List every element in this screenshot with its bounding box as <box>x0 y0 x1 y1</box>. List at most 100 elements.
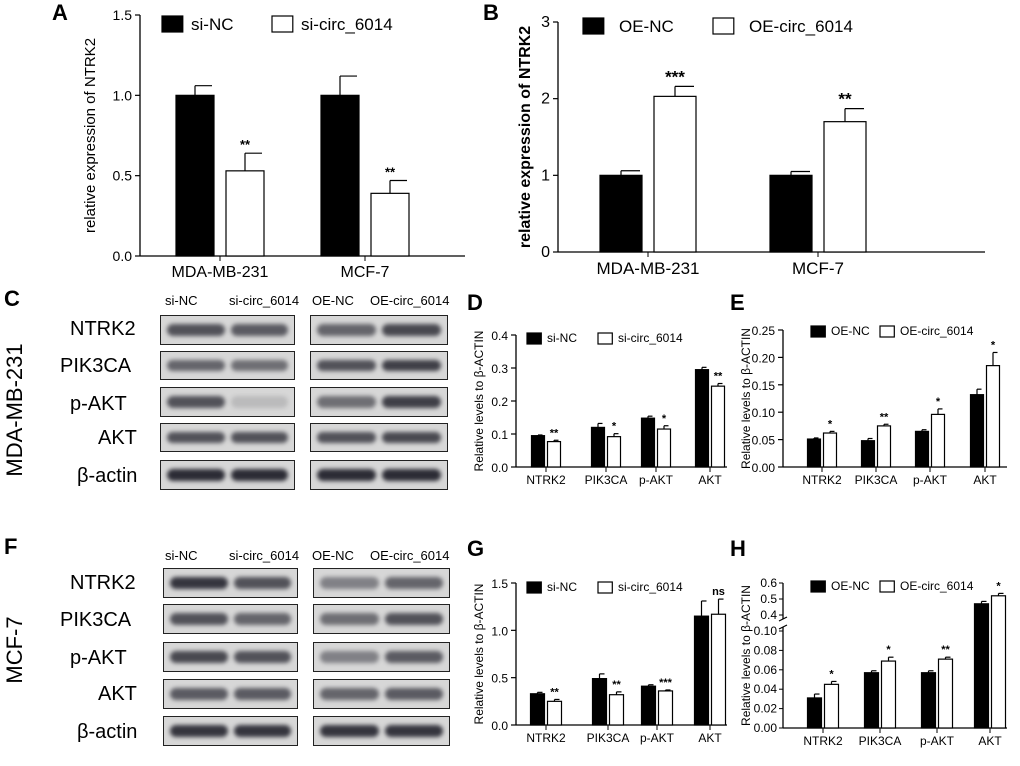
chart-d-category-label: p-AKT <box>639 473 674 487</box>
chart-e-bar-treatment <box>822 432 838 468</box>
blot-f-si-akt-image <box>163 679 298 709</box>
blot-band <box>320 651 379 663</box>
chart-h-category-label: NTRK2 <box>803 734 843 748</box>
chart-h-bar-treatment <box>823 683 840 729</box>
chart-d-significance-label: * <box>662 413 667 425</box>
blot-c-row-pakt: p-AKT <box>70 393 127 415</box>
blot-band <box>317 469 376 481</box>
cell-line-label-c: MDA-MB-231 <box>2 343 27 476</box>
blot-band <box>320 725 379 737</box>
chart-b-legend-label: OE-NC <box>619 17 674 36</box>
chart-a-category-label: MDA-MB-231 <box>172 264 269 281</box>
chart-d-bar-treatment <box>656 428 672 468</box>
chart-d-ytick-label: 0.4 <box>491 329 508 343</box>
panel-letter-g: G <box>467 536 484 561</box>
chart-b-y-label: relative expression of NTRK2 <box>517 26 534 248</box>
chart-h-significance-label: ** <box>941 644 950 656</box>
blot-band <box>230 469 288 481</box>
blot-band <box>382 432 441 443</box>
blot-f-row-akt: AKT <box>98 683 137 705</box>
blot-band <box>170 613 228 625</box>
chart-g-category-label: NTRK2 <box>526 731 566 745</box>
chart-d-legend-label: si-NC <box>547 331 577 345</box>
chart-g-bar-treatment <box>710 613 727 726</box>
panel-letter-h: H <box>730 536 746 561</box>
blot-band <box>167 396 225 408</box>
blot-band <box>384 651 443 663</box>
blot-band <box>320 577 379 589</box>
blot-f-si-bactin-image <box>163 716 298 746</box>
blot-c-col-si-nc: si-NC <box>165 293 198 308</box>
chart-b-ytick-label: 2 <box>541 91 550 108</box>
chart-a-bar-treatment <box>225 170 265 257</box>
blot-band <box>167 360 225 371</box>
chart-e-category-label: AKT <box>973 473 997 487</box>
chart-h-ytick-label: 0.6 <box>760 576 777 590</box>
chart-g-bar-control <box>529 693 546 726</box>
chart-a-ytick-label: 1.0 <box>113 87 133 103</box>
blot-f-oe-pakt-image <box>313 642 450 672</box>
blot-f-si-pik3ca-image <box>163 604 298 634</box>
chart-g-ytick-label: 1.5 <box>491 577 508 591</box>
blot-band <box>382 396 441 408</box>
chart-a-legend-swatch <box>161 15 184 33</box>
chart-d-bar-control <box>640 417 656 468</box>
chart-b-legend-swatch <box>712 17 735 35</box>
chart-e-bar-control <box>860 440 876 468</box>
blot-band <box>233 688 291 700</box>
blot-c-row-ntrk2: NTRK2 <box>70 318 136 340</box>
panel-letter-b: B <box>483 0 499 25</box>
chart-b-bar-treatment <box>823 121 867 253</box>
chart-d-category-label: PIK3CA <box>585 473 628 487</box>
blot-band <box>233 725 291 737</box>
chart-g-y-label: Relative levels to β-ACTIN <box>472 584 486 725</box>
blot-f-col-oe-nc: OE-NC <box>312 548 354 563</box>
chart-e-bar-control <box>806 438 822 468</box>
blot-f-col-si-circ: si-circ_6014 <box>229 548 299 563</box>
chart-d-ytick-label: 0.3 <box>491 362 508 376</box>
blot-c-oe-bactin-image <box>310 460 448 490</box>
blot-f-oe-ntrk2-image <box>313 568 450 598</box>
blot-band <box>320 688 379 700</box>
blot-c-oe-pakt-image <box>310 387 448 417</box>
chart-d-bar-control <box>694 369 710 468</box>
chart-e-bar-treatment <box>985 365 1001 468</box>
chart-h-axis-break <box>778 616 788 622</box>
blot-c-si-bactin-image <box>160 460 295 490</box>
blot-band <box>167 432 225 443</box>
chart-h-bar-control <box>973 603 990 729</box>
chart-h-axis-break <box>778 624 788 630</box>
blot-c-si-pik3ca-image <box>160 351 295 380</box>
blot-band <box>230 324 288 336</box>
chart-b-ytick-label: 1 <box>541 167 550 184</box>
chart-a-legend-swatch <box>271 15 294 33</box>
chart-h-ytick-label: 0.06 <box>754 663 778 677</box>
chart-a-bar-treatment <box>370 192 410 257</box>
chart-e-ytick-label: 0.20 <box>752 351 776 365</box>
blot-band <box>170 725 228 737</box>
chart-b-ytick-label: 0 <box>541 244 550 261</box>
chart-h-y-label: Relative levels to β-ACTIN <box>739 585 753 726</box>
blot-c-row-pik3ca: PIK3CA <box>60 355 132 377</box>
chart-h-ytick-label: 0.08 <box>754 643 778 657</box>
blot-band <box>382 360 441 371</box>
chart-h-legend-label: OE-circ_6014 <box>900 579 974 593</box>
chart-a: 0.0 0.5 1.0 1.5 relative expression of NTRK2… <box>82 7 465 281</box>
chart-h-bar-control <box>863 672 880 729</box>
chart-g-significance-label: *** <box>659 677 673 689</box>
chart-e-ytick-label: 0.25 <box>752 324 776 338</box>
panel-letter-a: A <box>52 0 68 25</box>
chart-e-significance-label: * <box>936 396 941 408</box>
blot-band <box>170 577 228 589</box>
chart-a-bar-control <box>175 94 215 257</box>
chart-a-legend-label: si-NC <box>191 15 234 34</box>
chart-h-category-label: PIK3CA <box>859 734 902 748</box>
blot-band <box>382 324 441 336</box>
chart-e-significance-label: ** <box>880 411 889 423</box>
chart-g-ytick-label: 0.5 <box>491 672 508 686</box>
chart-b-ytick-label: 3 <box>541 14 550 31</box>
chart-g-category-label: PIK3CA <box>587 731 630 745</box>
chart-b-bar-control <box>769 174 813 253</box>
blot-band <box>384 577 443 589</box>
